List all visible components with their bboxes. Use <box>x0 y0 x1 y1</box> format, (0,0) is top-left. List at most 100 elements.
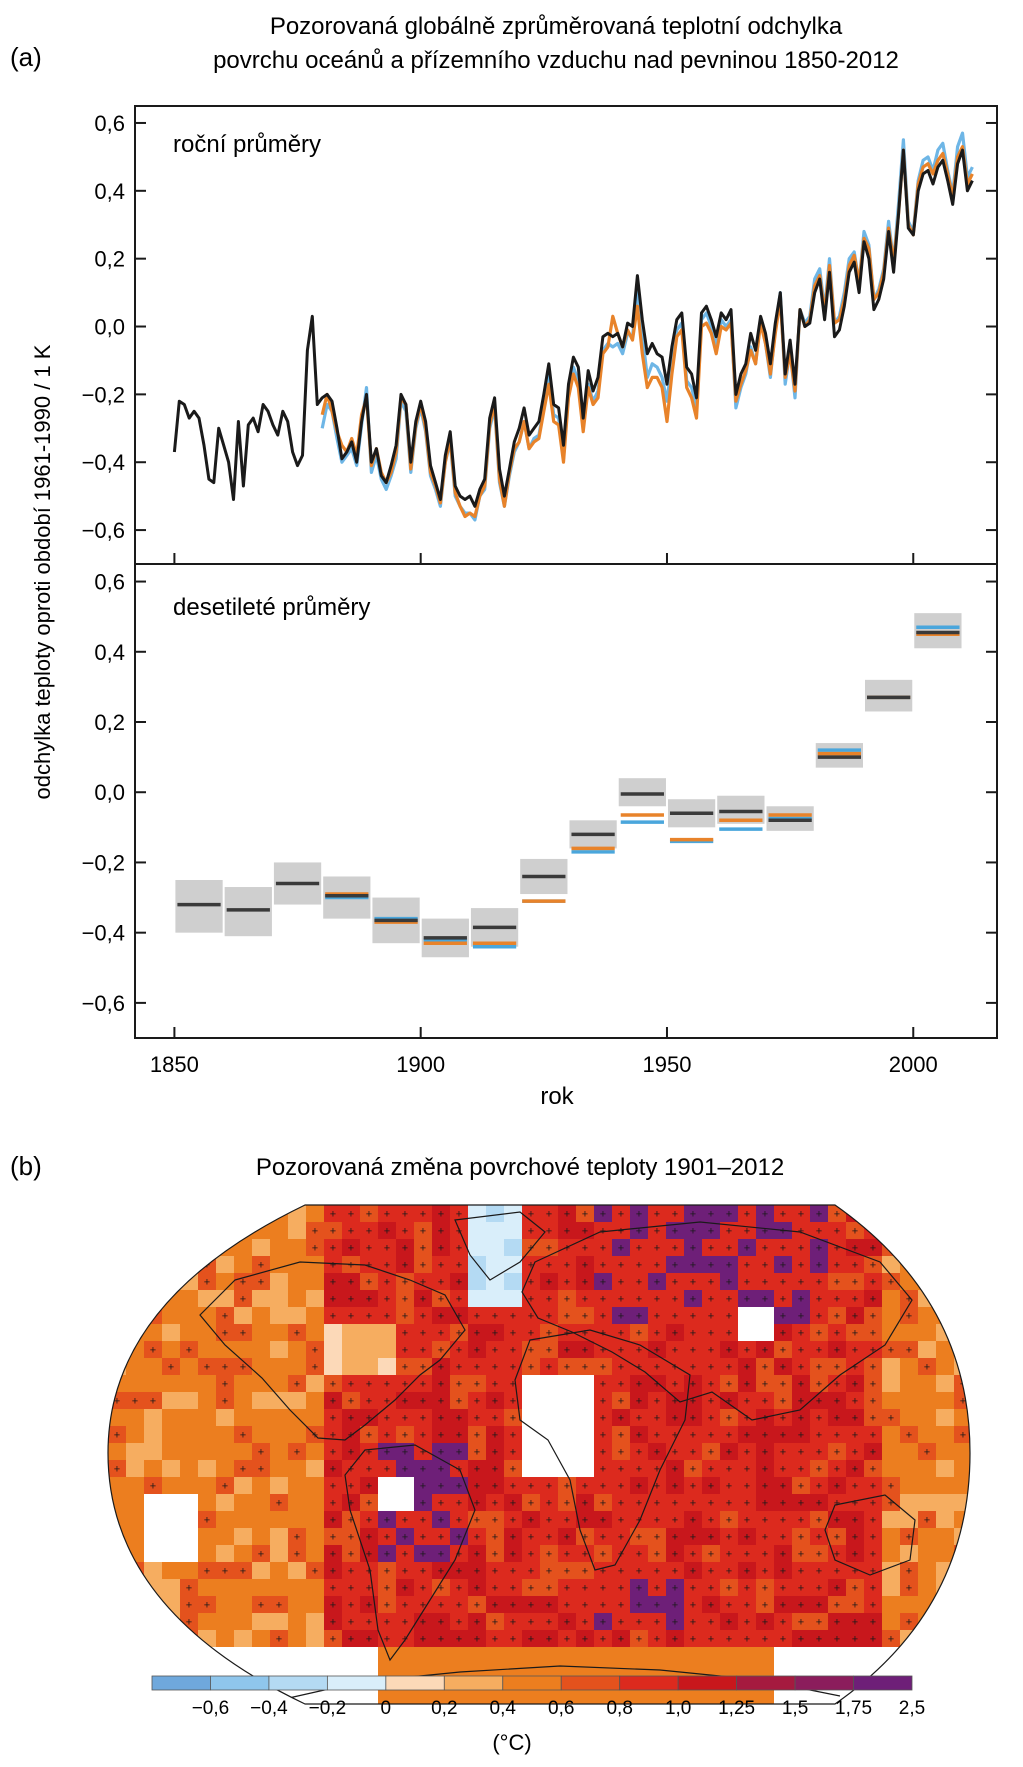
map-cell-significance-mark: + <box>456 1226 462 1238</box>
map-cell <box>558 1358 576 1375</box>
map-cell-significance-mark: + <box>762 1515 768 1527</box>
map-cell-significance-mark: + <box>798 1396 804 1408</box>
map-cell <box>954 1358 970 1375</box>
map-cell <box>738 1443 756 1460</box>
map-cell-significance-mark: + <box>222 1481 228 1493</box>
map-cell-significance-mark: + <box>870 1294 876 1306</box>
map-cell-significance-mark: + <box>492 1549 498 1561</box>
map-cell <box>612 1392 630 1409</box>
map-cell <box>720 1528 738 1545</box>
map-cell-significance-mark: + <box>852 1617 858 1629</box>
map-cell <box>828 1494 846 1511</box>
map-cell <box>342 1528 360 1545</box>
map-cell-significance-mark: + <box>384 1600 390 1612</box>
map-cell <box>306 1392 324 1409</box>
map-cell <box>306 1222 324 1239</box>
map-cell <box>504 1205 522 1222</box>
map-cell <box>144 1358 162 1375</box>
map-cell-significance-mark: + <box>798 1311 804 1323</box>
map-cell <box>792 1511 810 1528</box>
map-cell-significance-mark: + <box>870 1260 876 1272</box>
map-cell-significance-mark: + <box>834 1447 840 1459</box>
map-cell-significance-mark: + <box>330 1226 336 1238</box>
map-cell <box>288 1392 306 1409</box>
map-cell <box>738 1528 756 1545</box>
map-cell <box>306 1630 324 1647</box>
map-cell <box>846 1341 864 1358</box>
map-cell <box>504 1494 522 1511</box>
map-cell <box>882 1358 900 1375</box>
map-cell <box>324 1256 342 1273</box>
map-cell <box>162 1426 180 1443</box>
map-cell <box>414 1426 432 1443</box>
map-cell <box>414 1239 432 1256</box>
map-cell-significance-mark: + <box>600 1617 606 1629</box>
map-cell <box>738 1647 756 1664</box>
map-cell-significance-mark: + <box>384 1549 390 1561</box>
map-cell <box>810 1256 828 1273</box>
map-cell <box>378 1613 396 1630</box>
map-cell-significance-mark: + <box>852 1549 858 1561</box>
map-cell <box>252 1443 270 1460</box>
map-cell-significance-mark: + <box>690 1600 696 1612</box>
map-cell <box>828 1443 846 1460</box>
map-cell <box>882 1460 900 1477</box>
map-cell <box>774 1528 792 1545</box>
map-cell <box>720 1443 738 1460</box>
map-cell <box>630 1460 648 1477</box>
map-cell <box>846 1307 864 1324</box>
map-cell <box>288 1630 306 1647</box>
map-cell <box>252 1375 270 1392</box>
map-cell-significance-mark: + <box>798 1634 804 1646</box>
map-cell-significance-mark: + <box>636 1566 642 1578</box>
map-cell <box>810 1443 828 1460</box>
map-cell <box>216 1477 234 1494</box>
map-cell <box>702 1613 720 1630</box>
map-cell-significance-mark: + <box>384 1566 390 1578</box>
map-cell <box>234 1239 252 1256</box>
colorbar-unit: (°C) <box>492 1730 531 1755</box>
map-cell <box>198 1290 216 1307</box>
map-cell <box>702 1630 720 1647</box>
map-cell <box>846 1256 864 1273</box>
map-cell <box>234 1426 252 1443</box>
map-cell <box>360 1562 378 1579</box>
map-cell <box>486 1545 504 1562</box>
map-cell <box>864 1324 882 1341</box>
map-cell-significance-mark: + <box>708 1277 714 1289</box>
map-cell-significance-mark: + <box>492 1379 498 1391</box>
map-cell <box>126 1358 144 1375</box>
map-cell-significance-mark: + <box>384 1209 390 1221</box>
map-cell <box>522 1562 540 1579</box>
map-cell <box>234 1494 252 1511</box>
map-cell-significance-mark: + <box>870 1617 876 1629</box>
map-cell <box>126 1324 144 1341</box>
x-tick-label: 1900 <box>396 1052 445 1077</box>
map-cell <box>504 1596 522 1613</box>
map-cell-significance-mark: + <box>726 1260 732 1272</box>
map-cell-significance-mark: + <box>798 1566 804 1578</box>
map-cell-significance-mark: + <box>708 1379 714 1391</box>
map-cell <box>108 1562 126 1579</box>
map-cell <box>324 1273 342 1290</box>
map-cell-significance-mark: + <box>816 1294 822 1306</box>
map-cell <box>414 1647 432 1664</box>
map-cell <box>324 1460 342 1477</box>
map-cell <box>522 1273 540 1290</box>
map-cell-significance-mark: + <box>348 1498 354 1510</box>
map-cell-significance-mark: + <box>834 1498 840 1510</box>
map-cell-significance-mark: + <box>474 1328 480 1340</box>
map-cell-significance-mark: + <box>834 1413 840 1425</box>
map-cell <box>234 1460 252 1477</box>
map-cell <box>720 1205 738 1222</box>
map-cell <box>180 1341 198 1358</box>
map-cell <box>720 1358 738 1375</box>
map-cell <box>486 1579 504 1596</box>
map-cell-significance-mark: + <box>654 1549 660 1561</box>
map-cell <box>126 1290 144 1307</box>
map-cell-significance-mark: + <box>816 1413 822 1425</box>
map-cell-significance-mark: + <box>474 1379 480 1391</box>
map-cell <box>504 1511 522 1528</box>
map-cell-significance-mark: + <box>420 1532 426 1544</box>
map-cell <box>324 1562 342 1579</box>
